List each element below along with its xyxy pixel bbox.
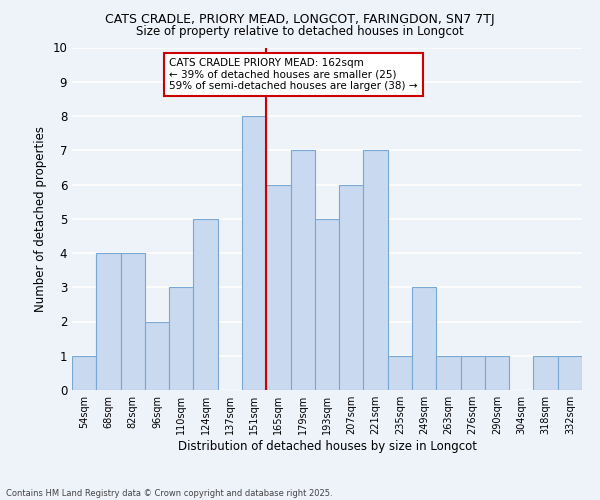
Y-axis label: Number of detached properties: Number of detached properties <box>34 126 47 312</box>
Bar <box>436 356 461 390</box>
Bar <box>485 356 509 390</box>
Bar <box>169 287 193 390</box>
Bar <box>242 116 266 390</box>
Text: Size of property relative to detached houses in Longcot: Size of property relative to detached ho… <box>136 25 464 38</box>
Bar <box>364 150 388 390</box>
Bar <box>72 356 96 390</box>
Bar <box>266 184 290 390</box>
Bar <box>193 219 218 390</box>
Text: CATS CRADLE PRIORY MEAD: 162sqm
← 39% of detached houses are smaller (25)
59% of: CATS CRADLE PRIORY MEAD: 162sqm ← 39% of… <box>169 58 418 91</box>
Bar <box>461 356 485 390</box>
Bar <box>533 356 558 390</box>
Bar <box>412 287 436 390</box>
Bar <box>96 253 121 390</box>
Bar <box>290 150 315 390</box>
Bar <box>145 322 169 390</box>
Bar <box>315 219 339 390</box>
Bar <box>558 356 582 390</box>
Bar <box>339 184 364 390</box>
X-axis label: Distribution of detached houses by size in Longcot: Distribution of detached houses by size … <box>178 440 476 453</box>
Text: CATS CRADLE, PRIORY MEAD, LONGCOT, FARINGDON, SN7 7TJ: CATS CRADLE, PRIORY MEAD, LONGCOT, FARIN… <box>105 12 495 26</box>
Text: Contains HM Land Registry data © Crown copyright and database right 2025.: Contains HM Land Registry data © Crown c… <box>6 488 332 498</box>
Bar <box>121 253 145 390</box>
Bar <box>388 356 412 390</box>
